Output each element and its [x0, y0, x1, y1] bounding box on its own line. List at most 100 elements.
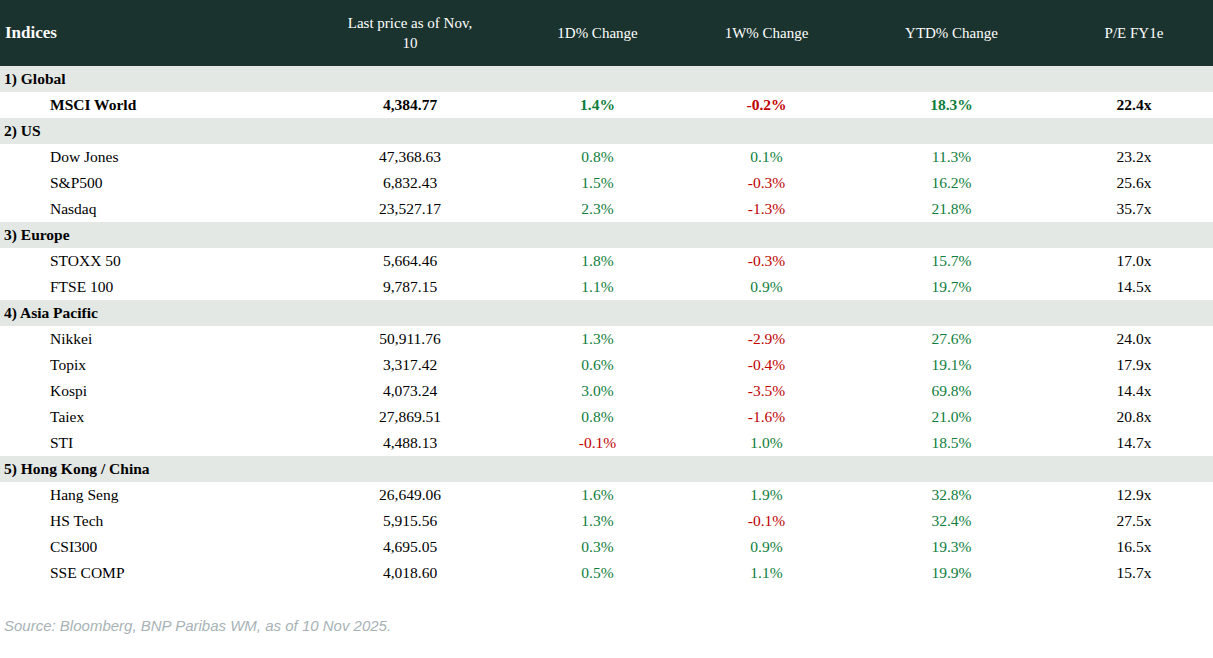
ytd-change-value: 11.3% — [848, 144, 1055, 170]
1w-change-value: -1.6% — [685, 404, 848, 430]
1w-change-value: -0.2% — [685, 92, 848, 118]
ytd-change-value: 27.6% — [848, 326, 1055, 352]
indices-table: Indices Last price as of Nov, 10 1D% Cha… — [0, 0, 1213, 586]
1d-change-value: 1.8% — [510, 248, 685, 274]
ytd-change-value: 19.7% — [848, 274, 1055, 300]
1w-change-value: -1.3% — [685, 196, 848, 222]
ytd-change-value: 21.0% — [848, 404, 1055, 430]
col-header-1w-change: 1W% Change — [685, 0, 848, 66]
section-label: 2) US — [0, 118, 1213, 144]
section-row: 4) Asia Pacific — [0, 300, 1213, 326]
table-row: MSCI World4,384.771.4%-0.2%18.3%22.4x — [0, 92, 1213, 118]
pe-value: 22.4x — [1055, 92, 1213, 118]
ytd-change-value: 18.5% — [848, 430, 1055, 456]
1w-change-value: 0.9% — [685, 534, 848, 560]
index-name: Nikkei — [0, 326, 310, 352]
pe-value: 14.4x — [1055, 378, 1213, 404]
section-label: 1) Global — [0, 66, 1213, 92]
table-row: Kospi4,073.243.0%-3.5%69.8%14.4x — [0, 378, 1213, 404]
index-name: Kospi — [0, 378, 310, 404]
1d-change-value: 1.1% — [510, 274, 685, 300]
last-price-value: 4,384.77 — [310, 92, 510, 118]
table-row: SSE COMP4,018.600.5%1.1%19.9%15.7x — [0, 560, 1213, 586]
1d-change-value: 1.5% — [510, 170, 685, 196]
1w-change-value: -3.5% — [685, 378, 848, 404]
index-name: FTSE 100 — [0, 274, 310, 300]
1d-change-value: 0.3% — [510, 534, 685, 560]
1d-change-value: 0.6% — [510, 352, 685, 378]
index-name: Nasdaq — [0, 196, 310, 222]
index-name: Hang Seng — [0, 482, 310, 508]
pe-value: 35.7x — [1055, 196, 1213, 222]
ytd-change-value: 18.3% — [848, 92, 1055, 118]
1d-change-value: 0.5% — [510, 560, 685, 586]
1d-change-value: 2.3% — [510, 196, 685, 222]
1w-change-value: -0.3% — [685, 248, 848, 274]
last-price-value: 3,317.42 — [310, 352, 510, 378]
1w-change-value: 1.1% — [685, 560, 848, 586]
last-price-value: 47,368.63 — [310, 144, 510, 170]
index-name: Taiex — [0, 404, 310, 430]
1d-change-value: 1.6% — [510, 482, 685, 508]
1d-change-value: 1.4% — [510, 92, 685, 118]
1w-change-value: 0.1% — [685, 144, 848, 170]
col-header-1d-change: 1D% Change — [510, 0, 685, 66]
pe-value: 27.5x — [1055, 508, 1213, 534]
pe-value: 17.0x — [1055, 248, 1213, 274]
ytd-change-value: 19.9% — [848, 560, 1055, 586]
ytd-change-value: 19.3% — [848, 534, 1055, 560]
index-name: STI — [0, 430, 310, 456]
header-row: Indices Last price as of Nov, 10 1D% Cha… — [0, 0, 1213, 66]
section-row: 3) Europe — [0, 222, 1213, 248]
pe-value: 25.6x — [1055, 170, 1213, 196]
section-row: 1) Global — [0, 66, 1213, 92]
table-row: Taiex27,869.510.8%-1.6%21.0%20.8x — [0, 404, 1213, 430]
section-label: 4) Asia Pacific — [0, 300, 1213, 326]
table-row: Topix3,317.420.6%-0.4%19.1%17.9x — [0, 352, 1213, 378]
col-header-ytd-change: YTD% Change — [848, 0, 1055, 66]
last-price-value: 5,915.56 — [310, 508, 510, 534]
last-price-value: 9,787.15 — [310, 274, 510, 300]
table-row: STOXX 505,664.461.8%-0.3%15.7%17.0x — [0, 248, 1213, 274]
pe-value: 12.9x — [1055, 482, 1213, 508]
table-header: Indices Last price as of Nov, 10 1D% Cha… — [0, 0, 1213, 66]
1w-change-value: -0.1% — [685, 508, 848, 534]
pe-value: 16.5x — [1055, 534, 1213, 560]
pe-value: 20.8x — [1055, 404, 1213, 430]
index-name: HS Tech — [0, 508, 310, 534]
last-price-value: 4,073.24 — [310, 378, 510, 404]
ytd-change-value: 21.8% — [848, 196, 1055, 222]
index-name: SSE COMP — [0, 560, 310, 586]
last-price-value: 27,869.51 — [310, 404, 510, 430]
section-row: 2) US — [0, 118, 1213, 144]
table-title: Indices — [0, 0, 310, 66]
1w-change-value: 0.9% — [685, 274, 848, 300]
pe-value: 23.2x — [1055, 144, 1213, 170]
last-price-value: 4,488.13 — [310, 430, 510, 456]
last-price-value: 50,911.76 — [310, 326, 510, 352]
last-price-value: 6,832.43 — [310, 170, 510, 196]
last-price-value: 4,695.05 — [310, 534, 510, 560]
ytd-change-value: 16.2% — [848, 170, 1055, 196]
ytd-change-value: 19.1% — [848, 352, 1055, 378]
table-row: Hang Seng26,649.061.6%1.9%32.8%12.9x — [0, 482, 1213, 508]
section-label: 5) Hong Kong / China — [0, 456, 1213, 482]
table-row: Nikkei50,911.761.3%-2.9%27.6%24.0x — [0, 326, 1213, 352]
index-name: STOXX 50 — [0, 248, 310, 274]
1w-change-value: -0.4% — [685, 352, 848, 378]
pe-value: 14.7x — [1055, 430, 1213, 456]
pe-value: 14.5x — [1055, 274, 1213, 300]
table-row: S&P5006,832.431.5%-0.3%16.2%25.6x — [0, 170, 1213, 196]
table-row: Dow Jones47,368.630.8%0.1%11.3%23.2x — [0, 144, 1213, 170]
table-row: FTSE 1009,787.151.1%0.9%19.7%14.5x — [0, 274, 1213, 300]
last-price-value: 4,018.60 — [310, 560, 510, 586]
table-row: CSI3004,695.050.3%0.9%19.3%16.5x — [0, 534, 1213, 560]
1w-change-value: 1.9% — [685, 482, 848, 508]
1d-change-value: 1.3% — [510, 508, 685, 534]
ytd-change-value: 69.8% — [848, 378, 1055, 404]
table-row: HS Tech5,915.561.3%-0.1%32.4%27.5x — [0, 508, 1213, 534]
index-name: S&P500 — [0, 170, 310, 196]
col-header-last-price: Last price as of Nov, 10 — [310, 0, 510, 66]
index-name: Dow Jones — [0, 144, 310, 170]
1d-change-value: 0.8% — [510, 404, 685, 430]
